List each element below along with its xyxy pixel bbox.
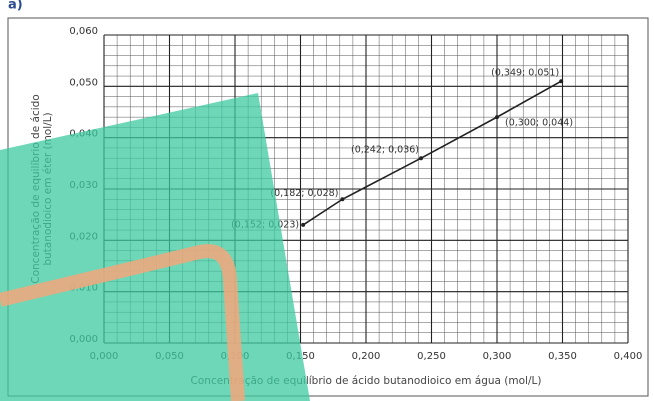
data-label: (0,182; 0,028): [270, 188, 338, 199]
watermark-stroke: [0, 244, 245, 401]
data-point: [559, 79, 564, 84]
corner-label: a): [8, 0, 23, 13]
data-point: [340, 197, 345, 202]
data-point: [419, 156, 424, 161]
x-tick-label: 0,200: [352, 351, 381, 362]
x-tick-label: 0,350: [548, 351, 577, 362]
x-tick-label: 0,400: [614, 351, 643, 362]
y-tick-label: 0,050: [69, 77, 98, 88]
data-label: (0,242; 0,036): [351, 145, 419, 156]
data-point: [495, 115, 499, 120]
x-tick-label: 0,300: [483, 351, 512, 362]
data-label: (0,300; 0,044): [505, 118, 573, 129]
x-tick-label: 0,250: [417, 351, 446, 362]
data-label: (0,349; 0,051): [491, 68, 559, 79]
y-tick-label: 0,060: [69, 26, 98, 37]
data-point: [301, 222, 306, 227]
